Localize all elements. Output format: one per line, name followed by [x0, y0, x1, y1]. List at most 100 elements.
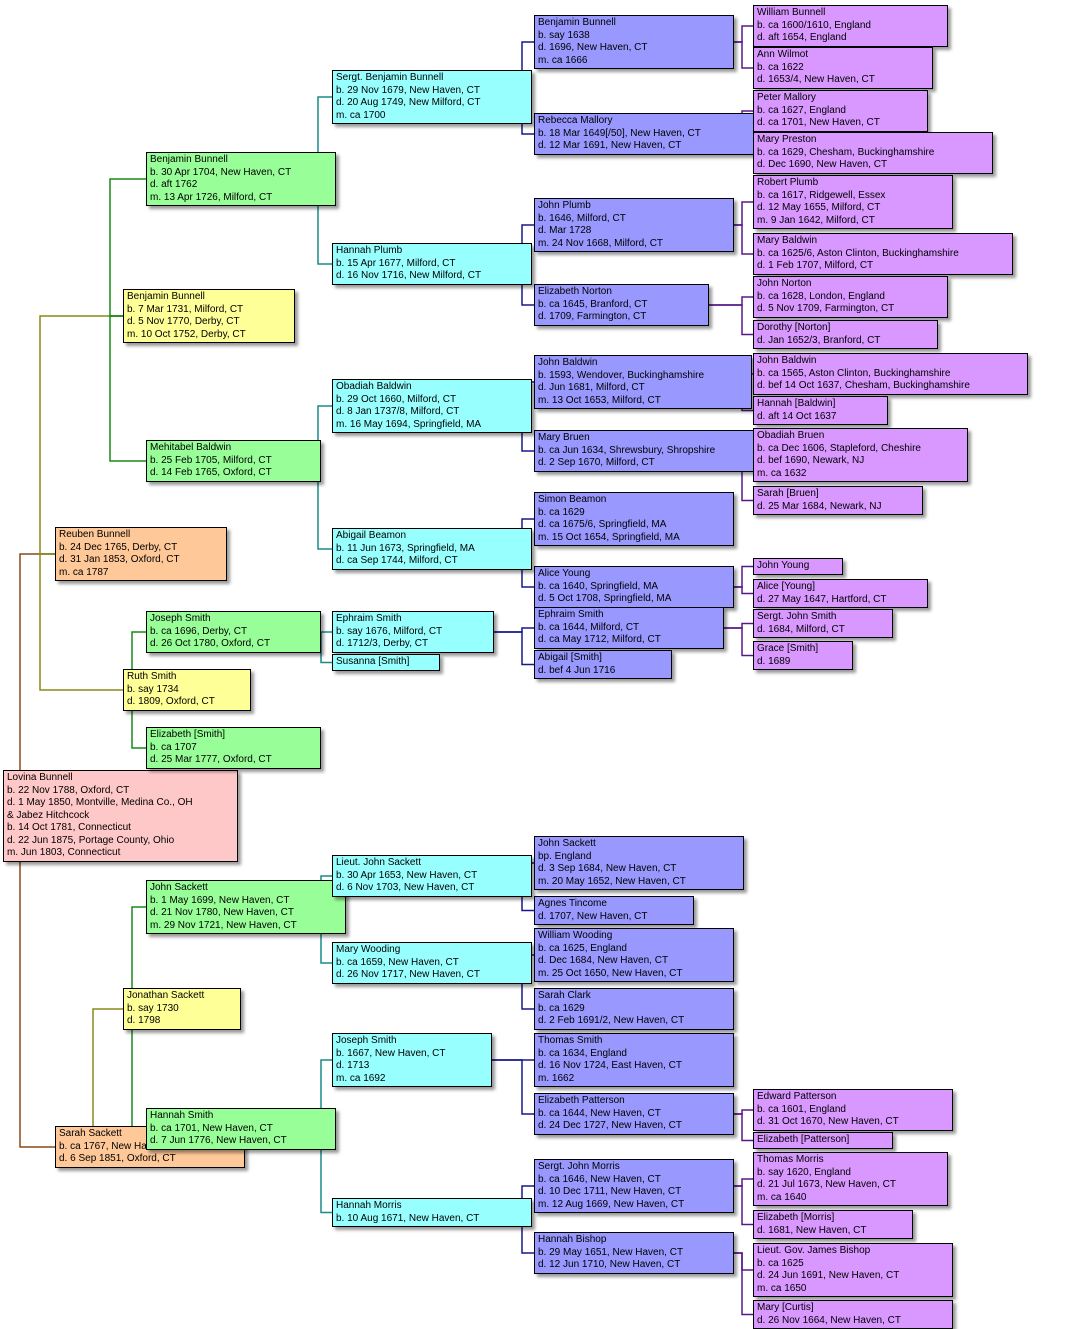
person-line: b. ca 1644, New Haven, CT: [538, 1108, 730, 1121]
person-line: b. ca 1601, England: [757, 1104, 949, 1117]
person-line: d. Jun 1681, Milford, CT: [538, 382, 748, 395]
person-maryBaldwin: Mary Baldwinb. ca 1625/6, Aston Clinton,…: [753, 233, 1013, 275]
person-hannahMorris: Hannah Morrisb. 10 Aug 1671, New Haven, …: [332, 1198, 532, 1227]
person-line: John Sackett: [150, 882, 342, 895]
person-line: Sergt. Benjamin Bunnell: [336, 72, 528, 85]
person-line: d. 1653/4, New Haven, CT: [757, 74, 929, 87]
person-line: m. 9 Jan 1642, Milford, CT: [757, 215, 949, 228]
person-jonSackett: Jonathan Sackettb. say 1730d. 1798: [123, 988, 241, 1030]
person-line: Sergt. John Smith: [757, 611, 889, 624]
person-johnSackett4: John Sackettb. 1 May 1699, New Haven, CT…: [146, 880, 346, 934]
person-line: b. 1 May 1699, New Haven, CT: [150, 895, 342, 908]
person-line: b. ca Dec 1606, Stapleford, Cheshire: [757, 443, 964, 456]
person-line: m. ca 1700: [336, 110, 528, 123]
person-abigailS: Abigail [Smith]d. bef 4 Jun 1716: [534, 650, 672, 679]
person-johnPlumb: John Plumbb. 1646, Milford, CTd. Mar 172…: [534, 198, 734, 252]
person-elizPatt7: Elizabeth [Patterson]: [753, 1132, 893, 1149]
person-johnBaldwin7: John Baldwinb. ca 1565, Aston Clinton, B…: [753, 353, 1028, 395]
person-line: b. 10 Aug 1671, New Haven, CT: [336, 1213, 528, 1226]
person-line: d. 27 May 1647, Hartford, CT: [757, 594, 924, 607]
connector: [40, 316, 123, 554]
person-line: m. ca 1787: [59, 567, 223, 580]
person-elizPatt: Elizabeth Pattersonb. ca 1644, New Haven…: [534, 1093, 734, 1135]
person-line: b. ca 1707: [150, 742, 317, 755]
person-line: b. ca 1625/6, Aston Clinton, Buckinghams…: [757, 248, 1009, 261]
person-thomasMorris: Thomas Morrisb. say 1620, Englandd. 21 J…: [753, 1152, 948, 1206]
person-line: m. 13 Oct 1653, Milford, CT: [538, 395, 748, 408]
person-line: d. 1709, Farmington, CT: [538, 311, 705, 324]
person-line: d. 1689: [757, 656, 849, 669]
person-line: d. 1696, New Haven, CT: [538, 42, 730, 55]
person-line: d. 1681, New Haven, CT: [757, 1225, 909, 1238]
person-line: Lovina Bunnell: [7, 772, 234, 785]
person-line: John Plumb: [538, 200, 730, 213]
person-annWilmot: Ann Wilmotb. ca 1622d. 1653/4, New Haven…: [753, 47, 933, 89]
person-line: d. bef 4 Jun 1716: [538, 665, 668, 678]
person-maryCurtis: Mary [Curtis]d. 26 Nov 1664, New Haven, …: [753, 1300, 953, 1329]
person-sergtJSmith: Sergt. John Smithd. 1684, Milford, CT: [753, 609, 893, 638]
person-line: b. 15 Apr 1677, Milford, CT: [336, 258, 528, 271]
person-line: Robert Plumb: [757, 177, 949, 190]
person-agnesT: Agnes Tincomed. 1707, New Haven, CT: [534, 896, 694, 925]
person-line: d. 22 Jun 1875, Portage County, Ohio: [7, 835, 234, 848]
person-aliceYoung7: Alice [Young]d. 27 May 1647, Hartford, C…: [753, 579, 928, 608]
person-line: b. 30 Apr 1653, New Haven, CT: [336, 870, 528, 883]
person-line: Reuben Bunnell: [59, 529, 223, 542]
person-line: d. 1 Feb 1707, Milford, CT: [757, 260, 1009, 273]
person-lovina: Lovina Bunnellb. 22 Nov 1788, Oxford, CT…: [3, 770, 238, 862]
person-line: Peter Mallory: [757, 92, 924, 105]
person-sergtBenj: Sergt. Benjamin Bunnellb. 29 Nov 1679, N…: [332, 70, 532, 124]
person-line: John Sackett: [538, 838, 740, 851]
person-line: b. ca 1645, Branford, CT: [538, 299, 705, 312]
person-line: m. 10 Oct 1752, Derby, CT: [127, 329, 291, 342]
person-line: d. 1809, Oxford, CT: [127, 696, 247, 709]
person-line: Lieut. John Sackett: [336, 857, 528, 870]
person-jamesBishop: Lieut. Gov. James Bishopb. ca 1625d. 24 …: [753, 1243, 953, 1297]
person-rebeccaM: Rebecca Malloryb. 18 Mar 1649[/50], New …: [534, 113, 754, 155]
person-line: m. ca 1650: [757, 1283, 949, 1296]
person-line: b. ca 1640, Springfield, MA: [538, 581, 730, 594]
person-line: d. bef 14 Oct 1637, Chesham, Buckinghams…: [757, 380, 1024, 393]
person-ltSackett: Lieut. John Sackettb. 30 Apr 1653, New H…: [332, 855, 532, 897]
person-obadiah: Obadiah Baldwinb. 29 Oct 1660, Milford, …: [332, 379, 532, 433]
person-line: John Young: [757, 560, 839, 573]
person-line: Hannah Bishop: [538, 1234, 730, 1247]
person-ephraim5: Ephraim Smithb. say 1676, Milford, CTd. …: [332, 611, 494, 653]
person-line: Mary Preston: [757, 134, 989, 147]
person-elizMorris: Elizabeth [Morris]d. 1681, New Haven, CT: [753, 1210, 913, 1239]
person-line: Edward Patterson: [757, 1091, 949, 1104]
person-line: b. ca 1627, England: [757, 105, 924, 118]
person-line: Mehitabel Baldwin: [150, 442, 317, 455]
person-line: bp. England: [538, 851, 740, 864]
person-line: d. aft 1654, England: [757, 32, 944, 45]
person-line: Alice [Young]: [757, 581, 924, 594]
person-line: b. 25 Feb 1705, Milford, CT: [150, 455, 317, 468]
person-line: d. aft 14 Oct 1637: [757, 411, 884, 424]
person-line: d. 12 May 1655, Milford, CT: [757, 202, 949, 215]
person-line: d. Dec 1690, New Haven, CT: [757, 159, 989, 172]
person-dorothyN: Dorothy [Norton]d. Jan 1652/3, Branford,…: [753, 320, 938, 349]
person-line: b. 29 May 1651, New Haven, CT: [538, 1247, 730, 1260]
person-line: Joseph Smith: [336, 1035, 488, 1048]
person-line: d. 5 Nov 1709, Farmington, CT: [757, 303, 944, 316]
person-line: b. 14 Oct 1781, Connecticut: [7, 822, 234, 835]
person-sarahBruen: Sarah [Bruen]d. 25 Mar 1684, Newark, NJ: [753, 486, 923, 515]
person-line: m. 16 May 1694, Springfield, MA: [336, 419, 528, 432]
person-line: Elizabeth Patterson: [538, 1095, 730, 1108]
person-johnSackett6: John Sackettbp. Englandd. 3 Sep 1684, Ne…: [534, 836, 744, 890]
person-line: William Wooding: [538, 930, 730, 943]
person-graceSmith: Grace [Smith]d. 1689: [753, 641, 853, 670]
person-line: b. 22 Nov 1788, Oxford, CT: [7, 785, 234, 798]
person-line: Hannah Morris: [336, 1200, 528, 1213]
person-line: Jonathan Sackett: [127, 990, 237, 1003]
person-line: d. 24 Dec 1727, New Haven, CT: [538, 1120, 730, 1133]
person-maryPreston: Mary Prestonb. ca 1629, Chesham, Bucking…: [753, 132, 993, 174]
person-line: b. say 1676, Milford, CT: [336, 626, 490, 639]
person-hannahSmith: Hannah Smithb. ca 1701, New Haven, CTd. …: [146, 1108, 336, 1150]
person-line: b. 11 Jun 1673, Springfield, MA: [336, 543, 528, 556]
person-line: b. say 1620, England: [757, 1167, 944, 1180]
person-line: Lieut. Gov. James Bishop: [757, 1245, 949, 1258]
person-line: Abigail [Smith]: [538, 652, 668, 665]
person-line: b. ca 1629, Chesham, Buckinghamshire: [757, 147, 989, 160]
person-line: d. 5 Nov 1770, Derby, CT: [127, 316, 291, 329]
